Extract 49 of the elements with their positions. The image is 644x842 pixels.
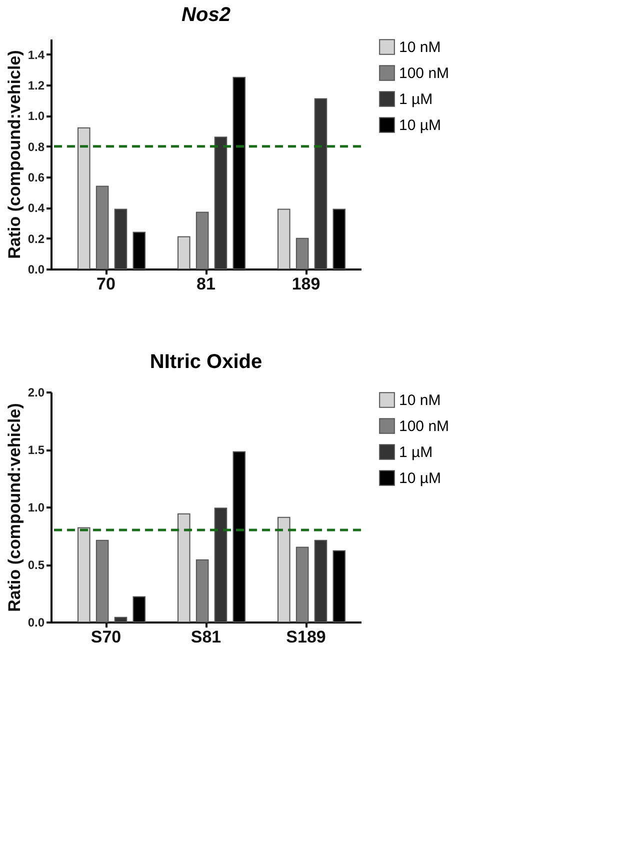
bar: [196, 559, 209, 622]
bar: [214, 508, 228, 622]
legend-label: 100 nM: [399, 418, 450, 435]
y-axis-title: Ratio (compound:vehicle): [4, 50, 24, 259]
y-tick-label: 0.0: [28, 262, 45, 276]
bar: [296, 238, 309, 270]
bar: [96, 186, 109, 270]
legend-label: 10 µM: [399, 470, 441, 487]
x-tick-label: 189: [292, 274, 320, 294]
x-tick-label: S70: [90, 628, 122, 646]
legend-label: 10 nM: [399, 39, 441, 56]
y-tick-label: 1.0: [28, 109, 45, 124]
legend-label: 10 nM: [399, 392, 441, 409]
y-tick-label: 0.0: [28, 616, 45, 630]
y-tick-label: 1.5: [28, 443, 45, 457]
legend-label: 100 nM: [399, 65, 450, 82]
y-tick-label: 1.4: [28, 48, 45, 62]
legend-label: 1 µM: [399, 91, 433, 108]
bar: [78, 527, 90, 622]
y-tick-label: 1.0: [28, 500, 45, 514]
bar: [96, 540, 109, 622]
bar: [178, 513, 190, 622]
x-tick-label: S81: [190, 628, 222, 646]
y-tick-label: 0.8: [28, 140, 45, 154]
bar: [214, 136, 228, 270]
bar: [78, 127, 90, 270]
x-tick-label: 70: [96, 274, 116, 294]
bar: [278, 516, 290, 622]
y-axis-title: Ratio (compound:vehicle): [4, 403, 24, 612]
bar: [114, 616, 128, 622]
chart-title: Nos2: [182, 4, 230, 26]
legend-label: 1 µM: [399, 444, 433, 461]
bar: [296, 546, 309, 622]
y-tick-label: 1.2: [28, 78, 45, 92]
chart-title: NItric Oxide: [150, 351, 262, 373]
x-tick-label: S189: [286, 628, 326, 646]
bar: [314, 540, 328, 622]
legend-label: 10 µM: [399, 117, 441, 134]
y-tick-label: 0.2: [28, 232, 45, 246]
bar: [178, 236, 190, 270]
bar: [278, 208, 290, 270]
y-tick-label: 0.6: [28, 170, 45, 184]
y-tick-label: 0.4: [28, 201, 45, 216]
y-tick-label: 2.0: [28, 386, 45, 400]
bar: [114, 208, 128, 270]
bar: [196, 212, 209, 270]
x-tick-label: 81: [196, 274, 216, 294]
bar: [314, 98, 328, 270]
y-tick-label: 0.5: [28, 558, 45, 572]
